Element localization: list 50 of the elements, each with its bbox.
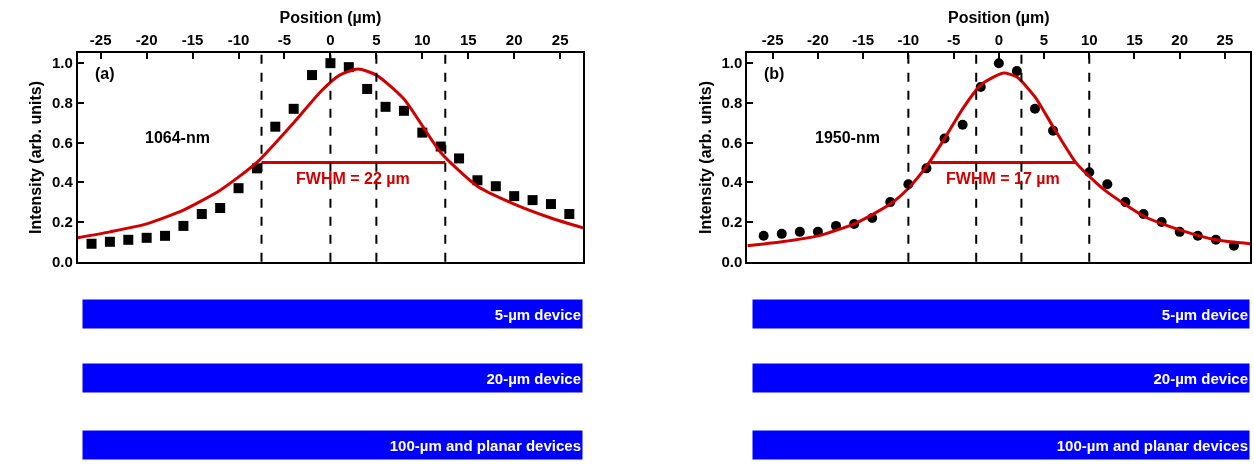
y-tick-label: 1.0 — [51, 54, 73, 72]
x-tick-label: 20 — [1171, 31, 1189, 49]
annotation: FWHM = 17 µm — [946, 170, 1060, 187]
text: 5-µm device — [1161, 305, 1248, 323]
y-tick-label: 0.2 — [51, 213, 73, 231]
text: 20-µm device — [1153, 369, 1248, 387]
y-axis-title: Intensity (arb. units) — [27, 80, 45, 234]
x-tick-label: -10 — [227, 31, 250, 49]
x-tick-label: 25 — [551, 31, 569, 49]
x-tick-label: 10 — [413, 31, 431, 49]
y-tick-label: 0.6 — [721, 133, 743, 151]
annotation: 1064-nm — [145, 129, 210, 146]
y-tick-label: 0.4 — [721, 173, 744, 191]
x-tick-label: 15 — [459, 31, 477, 49]
text: 20-µm device — [486, 369, 581, 387]
x-tick-label: 5 — [1039, 31, 1049, 49]
y-tick-label: 0.8 — [721, 94, 743, 112]
text: 100-µm and planar devices — [1056, 436, 1248, 454]
x-tick-label: -25 — [761, 31, 784, 49]
y-tick-label: 0.0 — [51, 252, 73, 270]
x-tick-label: 5 — [372, 31, 381, 49]
y-tick-label: 0.2 — [721, 213, 743, 231]
x-tick-label: 0 — [326, 31, 335, 49]
y-tick-label: 0.6 — [51, 133, 73, 151]
annotation: (b) — [764, 65, 785, 82]
x-tick-label: -25 — [89, 31, 112, 49]
x-tick-label: 25 — [1216, 31, 1234, 49]
x-axis-title: Position (µm) — [279, 8, 382, 26]
x-axis-title: Position (µm) — [947, 8, 1050, 26]
x-tick-label: 10 — [1080, 31, 1098, 49]
text: 100-µm and planar devices — [389, 436, 581, 454]
y-tick-label: 0.8 — [51, 94, 73, 112]
y-tick-label: 0.0 — [721, 252, 743, 270]
x-tick-label: -20 — [807, 31, 829, 49]
x-tick-label: -15 — [852, 31, 874, 49]
annotation: 1950-nm — [815, 129, 880, 146]
y-tick-label: 0.4 — [51, 173, 74, 191]
y-axis-title: Intensity (arb. units) — [696, 80, 714, 234]
x-tick-label: -5 — [277, 31, 292, 49]
x-tick-label: -10 — [897, 31, 920, 49]
x-tick-label: 20 — [505, 31, 523, 49]
x-tick-label: 0 — [994, 31, 1003, 49]
x-tick-label: -20 — [135, 31, 158, 49]
y-tick-label: 1.0 — [721, 54, 743, 72]
x-tick-label: -15 — [181, 31, 204, 49]
x-tick-label: 15 — [1126, 31, 1143, 49]
annotation: FWHM = 22 µm — [296, 170, 410, 187]
x-tick-label: -5 — [946, 31, 961, 49]
text: 5-µm device — [494, 305, 581, 323]
annotation: (a) — [95, 65, 115, 82]
